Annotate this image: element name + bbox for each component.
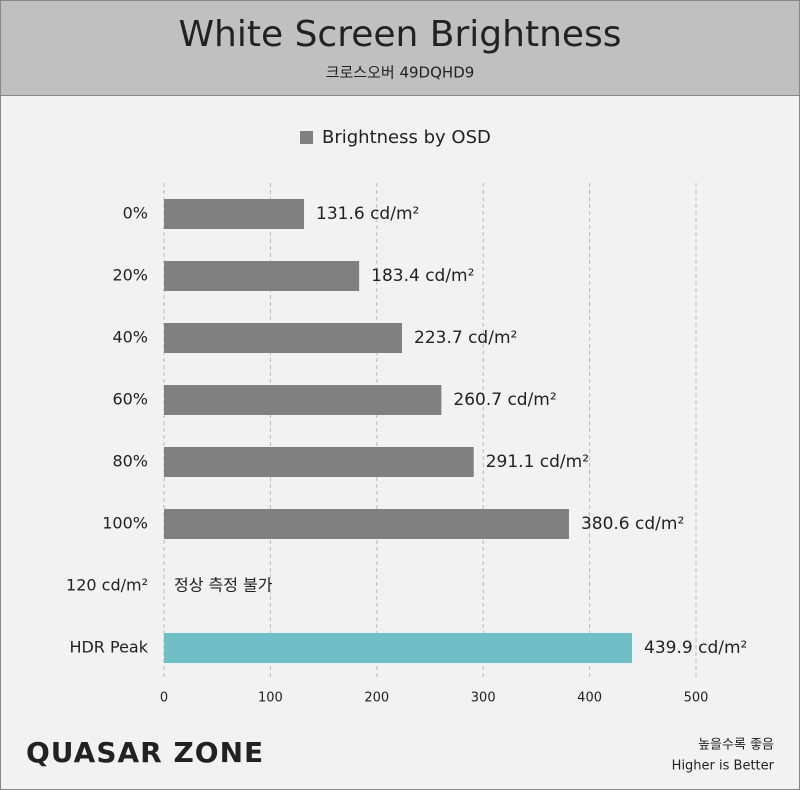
header bbox=[0, 0, 800, 96]
x-tick-label: 300 bbox=[471, 691, 496, 706]
y-tick-label: 40% bbox=[112, 328, 148, 347]
bar bbox=[164, 199, 305, 229]
value-label: 183.4 cd/m² bbox=[371, 266, 474, 286]
value-label: 정상 측정 불가 bbox=[174, 576, 273, 595]
bar bbox=[164, 261, 360, 291]
note: Higher is Better bbox=[672, 759, 775, 774]
note: 높을수록 좋음 bbox=[698, 738, 774, 753]
x-tick-label: 400 bbox=[577, 691, 602, 706]
y-tick-label: 100% bbox=[102, 514, 148, 533]
chart-title: White Screen Brightness bbox=[178, 14, 621, 55]
y-tick-label: HDR Peak bbox=[69, 638, 148, 657]
legend-label: Brightness by OSD bbox=[322, 127, 491, 148]
chart-subtitle: 크로스오버 49DQHD9 bbox=[326, 64, 475, 82]
x-tick-label: 0 bbox=[160, 691, 168, 706]
y-tick-label: 60% bbox=[112, 390, 148, 409]
value-label: 291.1 cd/m² bbox=[486, 452, 589, 472]
y-tick-label: 80% bbox=[112, 452, 148, 471]
x-tick-label: 200 bbox=[364, 691, 389, 706]
logo: QUASAR ZONE bbox=[26, 736, 264, 769]
value-label: 131.6 cd/m² bbox=[316, 204, 419, 224]
y-tick-label: 20% bbox=[112, 266, 148, 285]
value-label: 260.7 cd/m² bbox=[453, 390, 556, 410]
bar bbox=[164, 447, 474, 477]
value-label: 439.9 cd/m² bbox=[644, 638, 747, 658]
bar bbox=[164, 385, 442, 415]
x-tick-label: 100 bbox=[258, 691, 283, 706]
bar bbox=[164, 323, 403, 353]
value-label: 380.6 cd/m² bbox=[581, 514, 684, 534]
bar bbox=[164, 509, 569, 539]
value-label: 223.7 cd/m² bbox=[414, 328, 517, 348]
legend-swatch bbox=[300, 131, 313, 144]
y-tick-label: 120 cd/m² bbox=[66, 576, 148, 595]
bar bbox=[164, 633, 633, 663]
y-tick-label: 0% bbox=[123, 204, 148, 223]
x-tick-label: 500 bbox=[684, 691, 709, 706]
